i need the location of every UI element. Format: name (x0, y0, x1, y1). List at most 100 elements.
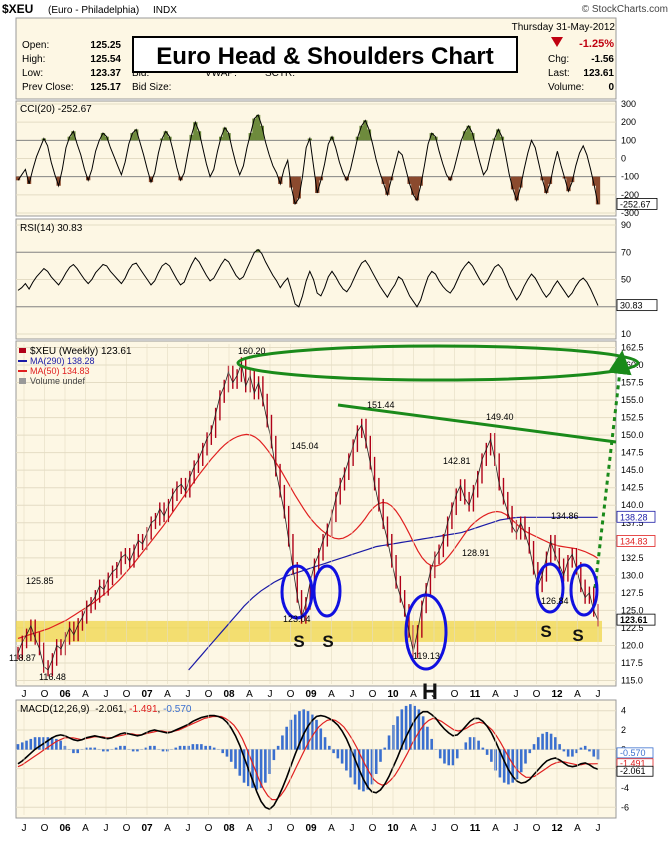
x-tick-label: 11 (470, 689, 481, 700)
x-tick-label: J (104, 823, 109, 834)
quote-value: 125.54 (90, 54, 121, 65)
macd-hist-bar (405, 706, 408, 750)
macd-hist-bar (153, 746, 156, 750)
macd-hist-bar (332, 749, 335, 753)
x-tick-label: A (574, 689, 581, 700)
macd-hist-bar (337, 749, 340, 758)
y-tick-label: -6 (621, 802, 629, 812)
x-tick-label: O (533, 823, 541, 834)
cci-fill-pos (359, 126, 363, 141)
y-tick-label: 0 (621, 154, 626, 164)
x-tick-label: A (328, 823, 335, 834)
x-tick-label: O (41, 823, 49, 834)
x-tick-label: A (492, 823, 499, 834)
macd-right-label: -2.061 (620, 766, 646, 776)
y-tick-label: 100 (621, 135, 636, 145)
x-tick-label: J (186, 823, 191, 834)
price-right-label: 138.28 (620, 512, 648, 522)
plabel-116-48: 116.48 (39, 672, 66, 682)
macd-hist-bar (452, 749, 455, 765)
letter-s3: S (540, 622, 551, 641)
quote-value: -1.56 (591, 54, 614, 65)
macd-hist-bar (580, 748, 583, 750)
macd-hist-bar (123, 746, 126, 750)
x-tick-label: A (82, 823, 89, 834)
x-tick-label: J (596, 689, 601, 700)
legend-ma290: MA(290) 138.28 (30, 356, 95, 366)
letter-h: H (422, 679, 438, 704)
x-tick-label: O (369, 823, 377, 834)
legend-ma50: MA(50) 134.83 (30, 366, 90, 376)
macd-hist-bar (524, 749, 527, 763)
macd-hist-bar (588, 749, 591, 751)
macd-hist-bar (490, 749, 493, 761)
macd-hist-bar (21, 742, 24, 749)
plabel-160-20: 160.20 (238, 346, 266, 356)
macd-hist-bar (25, 741, 28, 750)
quote-mid-label: Bid Size: (132, 82, 171, 93)
macd-hist-bar (563, 749, 566, 751)
macd-hist-bar (324, 737, 327, 749)
x-tick-label: O (205, 823, 213, 834)
rsi-title: RSI(14) 30.83 (20, 223, 83, 234)
x-tick-label: 12 (551, 689, 563, 700)
macd-title-prefix: MACD(12,26,9) (20, 704, 89, 715)
macd-hist-bar (29, 739, 32, 750)
macd-hist-bar (234, 749, 237, 768)
x-tick-label: A (246, 823, 253, 834)
macd-hist-bar (59, 741, 62, 750)
plabel-145-04: 145.04 (291, 441, 319, 451)
macd-hist-bar (546, 732, 549, 750)
x-tick-label: 12 (551, 823, 563, 834)
x-tick-label: 10 (387, 823, 399, 834)
y-tick-label: 50 (621, 275, 631, 285)
macd-hist-bar (285, 727, 288, 750)
macd-hist-bar (277, 746, 280, 750)
macd-hist-bar (567, 749, 570, 756)
macd-hist-bar (89, 748, 92, 750)
macd-hist-bar (383, 748, 386, 750)
macd-hist-bar (528, 749, 531, 753)
macd-hist-bar (477, 741, 480, 750)
x-tick-label: O (451, 689, 459, 700)
macd-hist-bar (149, 746, 152, 750)
y-tick-label: 127.5 (621, 588, 644, 598)
x-tick-label: A (246, 689, 253, 700)
header: $XEU (Euro - Philadelphia) INDX © StockC… (2, 2, 668, 99)
x-tick-label: O (287, 823, 295, 834)
plabel-134-86: 134.86 (551, 511, 579, 521)
macd-hist-bar (550, 734, 553, 750)
macd-hist-bar (554, 737, 557, 749)
x-tick-label: A (82, 689, 89, 700)
x-tick-label: O (123, 689, 131, 700)
cci-title: CCI(20) -252.67 (20, 104, 92, 115)
rsi-last-label: 30.83 (620, 301, 643, 311)
quote-value: 125.17 (90, 82, 121, 93)
cci-fill-neg (566, 177, 570, 192)
y-tick-label: 200 (621, 117, 636, 127)
y-tick-label: 132.5 (621, 553, 644, 563)
cci-fill-pos (252, 119, 256, 141)
y-tick-label: 150.0 (621, 430, 644, 440)
macd-hist-bar (571, 749, 574, 756)
y-tick-label: 2 (621, 725, 626, 735)
macd-hist-bar (396, 716, 399, 749)
macd-hist-bar (328, 746, 331, 750)
macd-title-val2: -1.491 (129, 704, 158, 715)
x-tick-label: 09 (305, 689, 317, 700)
cci-fill-neg (293, 177, 297, 204)
x-tick-label: 07 (141, 823, 153, 834)
letter-s2: S (322, 632, 333, 651)
macd-hist-bar (174, 748, 177, 750)
price-right-label: 123.61 (620, 615, 648, 625)
x-tick-label: J (350, 823, 355, 834)
plabel-125-85: 125.85 (26, 576, 54, 586)
cci-last-label: -252.67 (620, 199, 651, 209)
x-tick-label: 08 (223, 689, 235, 700)
quote-label: High: (22, 54, 45, 65)
macd-hist-bar (179, 746, 182, 750)
quote-value: 123.61 (583, 68, 614, 79)
macd-hist-bar (226, 749, 229, 756)
credit: © StockCharts.com (582, 4, 668, 15)
